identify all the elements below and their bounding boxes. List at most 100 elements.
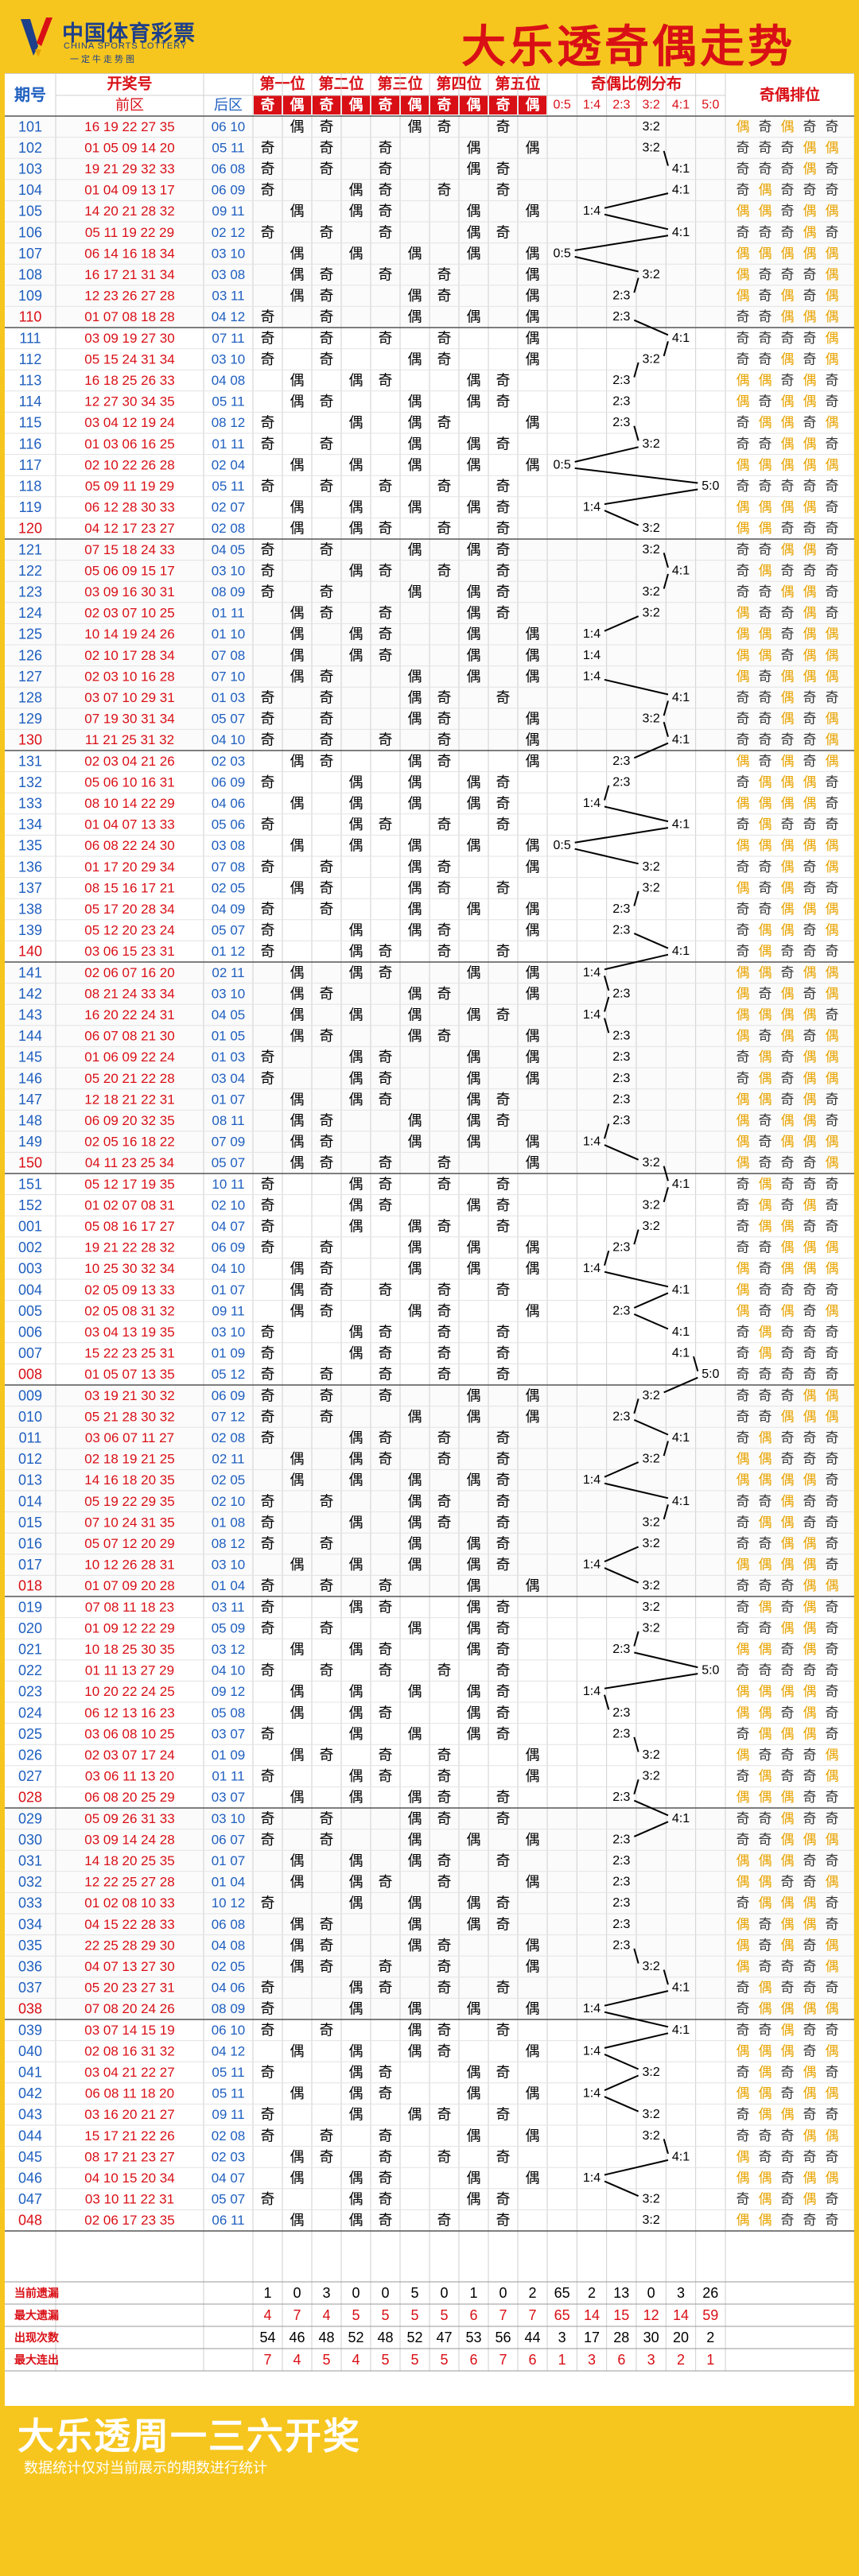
parity-cell: 偶 (526, 2085, 540, 2101)
back-numbers: 10 12 (212, 1895, 246, 1911)
order-cell: 奇 (803, 1346, 817, 1361)
order-cell: 奇 (803, 1748, 817, 1763)
parity-cell: 偶 (408, 2107, 422, 2123)
parity-cell: 奇 (320, 1748, 334, 1763)
order-cell: 偶 (826, 1135, 839, 1150)
parity-cell: 偶 (467, 1705, 481, 1721)
parity-cell: 奇 (437, 2107, 452, 2123)
period-cell: 029 (18, 1810, 42, 1826)
order-cell: 偶 (803, 2192, 817, 2207)
parity-cell: 奇 (379, 2128, 393, 2143)
order-cell: 奇 (759, 606, 772, 621)
front-numbers: 02 10 22 26 28 (84, 457, 174, 472)
order-cell: 奇 (803, 1811, 817, 1826)
order-cell: 奇 (781, 521, 795, 536)
order-cell: 奇 (781, 1600, 795, 1615)
back-numbers: 03 04 (212, 1071, 246, 1086)
parity-cell: 偶 (290, 1451, 305, 1467)
order-cell: 奇 (737, 331, 750, 346)
parity-cell: 偶 (467, 1070, 481, 1086)
ratio-cell: 2:3 (612, 310, 630, 324)
order-cell: 偶 (781, 1494, 795, 1509)
order-cell: 偶 (826, 1071, 839, 1086)
parity-cell: 偶 (349, 1451, 363, 1467)
back-numbers: 05 11 (212, 2086, 244, 2101)
parity-cell: 偶 (408, 1261, 422, 1277)
parity-cell: 偶 (408, 118, 422, 134)
parity-cell: 偶 (467, 1472, 481, 1488)
ratio-cell: 4:1 (672, 226, 690, 239)
order-cell: 偶 (781, 1895, 795, 1911)
parity-cell: 奇 (496, 1451, 511, 1467)
period-cell: 131 (18, 753, 42, 769)
ratio-cell: 1:4 (583, 669, 601, 683)
parity-cell: 奇 (261, 732, 275, 748)
parity-cell: 偶 (467, 669, 481, 685)
back-numbers: 02 11 (212, 965, 244, 980)
parity-cell: 奇 (261, 309, 275, 325)
order-cell: 奇 (737, 817, 750, 832)
parity-cell: 奇 (496, 499, 511, 515)
back-numbers: 06 08 (212, 161, 246, 177)
back-numbers: 07 12 (212, 1409, 246, 1424)
ratio-trend-line (604, 2096, 639, 2112)
order-cell: 奇 (781, 2128, 795, 2143)
parity-cell: 奇 (261, 224, 275, 240)
parity-cell: 奇 (379, 817, 393, 832)
parity-cell: 奇 (379, 1092, 393, 1108)
back-numbers: 01 11 (212, 606, 244, 621)
order-cell: 偶 (826, 838, 839, 853)
parity-cell: 奇 (437, 880, 452, 896)
order-cell: 偶 (803, 140, 817, 155)
front-numbers: 01 17 20 29 34 (84, 859, 174, 875)
odd-subheader: 奇 (320, 96, 334, 113)
order-cell: 奇 (826, 1726, 839, 1741)
parity-cell: 奇 (496, 2065, 511, 2081)
front-numbers: 08 15 16 17 21 (84, 880, 174, 895)
order-cell: 奇 (781, 2086, 795, 2101)
order-cell: 偶 (826, 732, 839, 747)
order-cell: 奇 (803, 267, 817, 282)
ratio-cell: 2:3 (612, 1643, 630, 1656)
parity-cell: 偶 (467, 1409, 481, 1425)
parity-cell: 偶 (349, 1092, 363, 1108)
back-numbers: 01 09 (212, 1346, 246, 1361)
order-cell: 奇 (803, 859, 817, 875)
order-cell: 奇 (803, 1177, 817, 1192)
order-cell: 奇 (737, 479, 750, 494)
parity-cell: 偶 (349, 499, 363, 515)
order-cell: 偶 (781, 1853, 795, 1868)
order-cell: 奇 (737, 732, 750, 747)
order-cell: 偶 (781, 690, 795, 705)
order-cell: 偶 (803, 965, 817, 980)
parity-cell: 偶 (349, 1515, 363, 1530)
ratio-trend-line (633, 277, 639, 293)
parity-cell: 奇 (261, 1536, 275, 1552)
order-cell: 奇 (759, 331, 772, 346)
parity-cell: 偶 (526, 838, 540, 854)
ratio-trend-line (663, 721, 669, 737)
period-cell: 124 (18, 605, 42, 621)
front-numbers: 03 09 16 30 31 (84, 584, 174, 599)
order-cell: 奇 (759, 1917, 772, 1932)
order-cell: 偶 (826, 1029, 839, 1044)
stat-value: 6 (469, 2307, 477, 2323)
order-cell: 奇 (803, 2149, 817, 2164)
ratio-cell: 4:1 (672, 1812, 690, 1825)
ratio-trend-line (633, 1229, 639, 1245)
back-numbers: 02 03 (212, 2149, 246, 2164)
order-cell: 偶 (826, 712, 839, 727)
order-cell: 奇 (826, 1346, 839, 1361)
order-cell: 偶 (737, 606, 750, 621)
stat-value: 1 (558, 2352, 566, 2368)
order-cell: 偶 (826, 309, 839, 324)
back-numbers: 05 07 (212, 1155, 246, 1170)
parity-cell: 奇 (261, 1219, 275, 1235)
front-numbers: 11 21 25 31 32 (85, 732, 174, 747)
parity-cell: 偶 (526, 1578, 540, 1594)
order-cell: 偶 (826, 331, 839, 346)
front-numbers: 05 21 28 30 32 (84, 1409, 174, 1424)
order-cell: 偶 (737, 880, 750, 895)
back-numbers: 01 07 (212, 1282, 246, 1298)
order-cell: 偶 (826, 1959, 839, 1974)
